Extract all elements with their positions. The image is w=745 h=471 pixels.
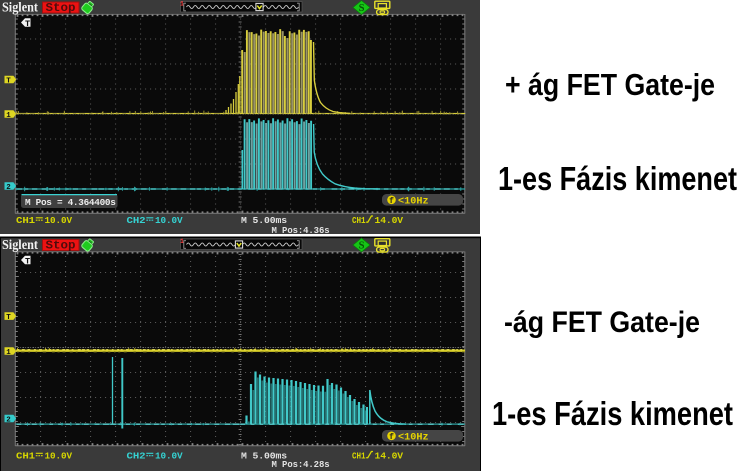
- svg-text:CH1: CH1: [352, 215, 366, 226]
- svg-text:S: S: [359, 241, 365, 252]
- svg-text:CH1: CH1: [16, 215, 35, 226]
- svg-text:+ ág FET Gate-je: + ág FET Gate-je: [505, 67, 715, 102]
- svg-text:10.0V: 10.0V: [155, 215, 183, 226]
- svg-text:<10Hz: <10Hz: [398, 433, 429, 444]
- svg-text:M Pos = 4.364400s: M Pos = 4.364400s: [25, 197, 116, 208]
- svg-text:Stop: Stop: [46, 240, 76, 253]
- svg-text:S: S: [359, 3, 365, 14]
- svg-text:M Pos:4.28s: M Pos:4.28s: [272, 459, 330, 470]
- svg-text:T: T: [6, 314, 11, 322]
- svg-text:10.0V: 10.0V: [45, 215, 73, 226]
- svg-text:1-es Fázis kimenet: 1-es Fázis kimenet: [492, 395, 733, 432]
- svg-text:CH1: CH1: [16, 451, 35, 462]
- svg-text:Siglent: Siglent: [2, 0, 38, 15]
- svg-text:T: T: [25, 19, 30, 29]
- svg-text:f: f: [389, 433, 394, 442]
- svg-text:M Pos:4.36s: M Pos:4.36s: [272, 225, 330, 236]
- svg-text:M 5.00ms: M 5.00ms: [241, 215, 287, 226]
- svg-text:14.0V: 14.0V: [375, 451, 404, 462]
- svg-text:-ág FET Gate-je: -ág FET Gate-je: [504, 306, 700, 339]
- svg-text:Stop: Stop: [46, 2, 76, 15]
- svg-text:CH1: CH1: [352, 451, 366, 462]
- svg-text:CH2: CH2: [127, 451, 146, 462]
- svg-text:T: T: [6, 77, 11, 85]
- svg-text:14.0V: 14.0V: [375, 215, 404, 226]
- svg-text:M 5.00ms: M 5.00ms: [241, 451, 287, 462]
- svg-text:<10Hz: <10Hz: [398, 197, 429, 208]
- svg-text:Siglent: Siglent: [2, 237, 38, 252]
- svg-text:1: 1: [6, 349, 11, 357]
- svg-text:2: 2: [6, 416, 11, 424]
- svg-text:2: 2: [6, 184, 11, 192]
- svg-text:1-es Fázis kimenet: 1-es Fázis kimenet: [498, 160, 737, 197]
- svg-text:CH2: CH2: [127, 215, 146, 226]
- svg-text:f: f: [389, 197, 394, 206]
- svg-text:T: T: [25, 256, 30, 266]
- svg-text:10.0V: 10.0V: [155, 451, 183, 462]
- svg-text:1: 1: [6, 112, 11, 120]
- svg-text:1: 1: [180, 238, 184, 245]
- svg-text:10.0V: 10.0V: [45, 451, 73, 462]
- svg-text:1: 1: [180, 1, 184, 8]
